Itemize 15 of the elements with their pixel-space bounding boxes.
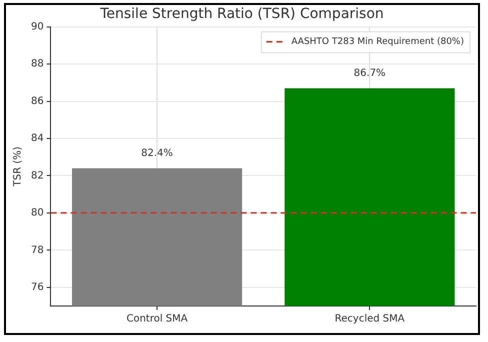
y-tick-label: 80 [30, 208, 44, 219]
legend-label: AASHTO T283 Min Requirement (80%) [291, 37, 464, 48]
x-tick-label: Recycled SMA [334, 314, 405, 325]
y-axis-title: TSR (%) [12, 146, 24, 188]
y-tick-label: 84 [30, 133, 44, 144]
chart-title: Tensile Strength Ratio (TSR) Comparison [99, 6, 384, 22]
data-label: 82.4% [141, 148, 173, 159]
y-tick-label: 76 [30, 282, 44, 293]
y-tick-label: 82 [30, 170, 44, 182]
y-tick-label: 86 [30, 96, 44, 107]
x-tick-label: Control SMA [126, 314, 188, 325]
y-tick-label: 78 [30, 244, 44, 256]
data-label: 86.7% [354, 68, 386, 79]
y-tick-label: 90 [30, 21, 44, 32]
y-tick-label: 88 [30, 58, 44, 70]
